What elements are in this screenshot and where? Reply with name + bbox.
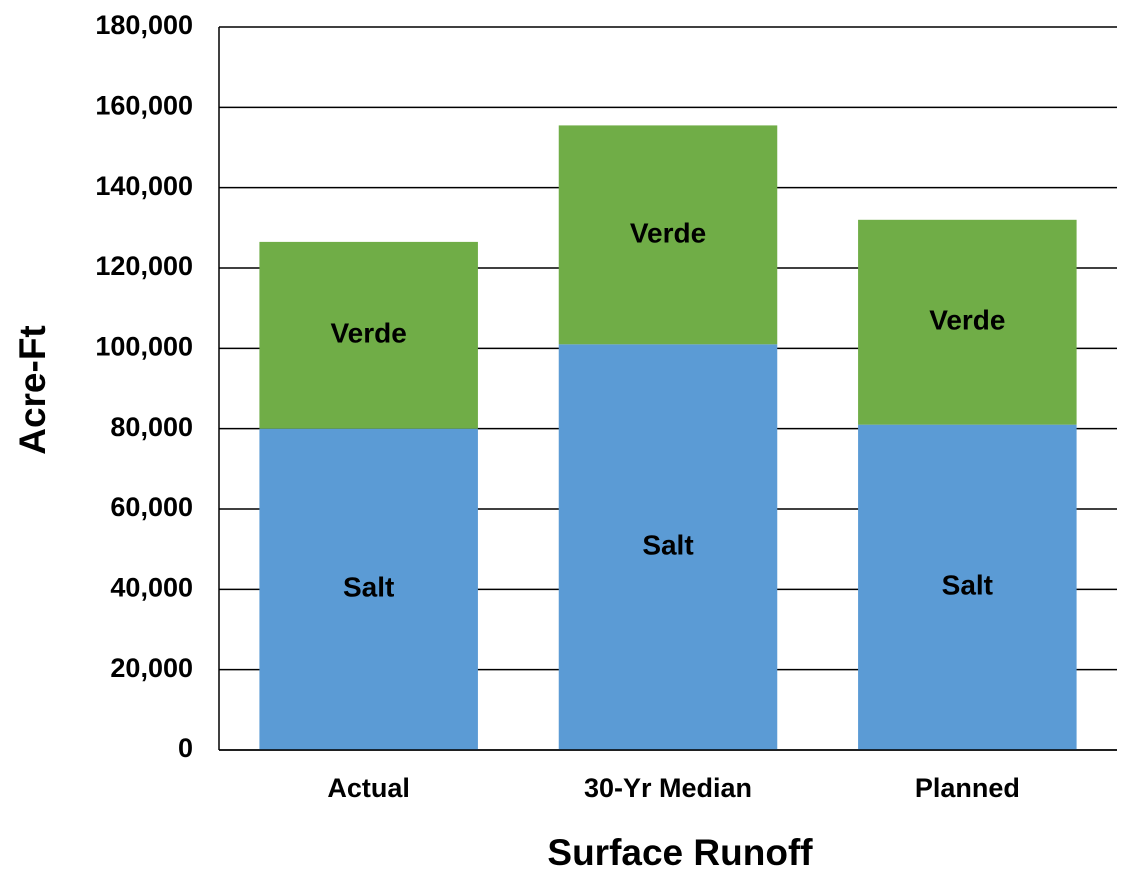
segment-label: Salt [343,572,394,603]
bar-segment [558,125,778,345]
bar-segment [259,241,478,429]
x-tick-label: 30-Yr Median [584,773,752,803]
x-tick-label: Actual [327,773,410,803]
segment-label: Salt [642,530,693,561]
x-tick-label: Planned [915,773,1020,803]
y-tick-label: 40,000 [110,572,193,602]
y-tick-label: 160,000 [95,90,193,120]
y-tick-label: 140,000 [95,171,193,201]
y-tick-label: 180,000 [95,10,193,40]
x-axis-title: Surface Runoff [547,832,813,873]
y-tick-label: 0 [178,733,193,763]
bar-segment [858,424,1077,750]
y-axis-title: Acre-Ft [12,325,53,455]
bar-segment [858,219,1077,425]
bar-segment [259,428,478,750]
segment-label: Salt [942,570,993,601]
y-tick-label: 60,000 [110,492,193,522]
y-tick-label: 80,000 [110,412,193,442]
segment-label: Verde [331,318,407,349]
segment-label: Verde [630,217,706,248]
y-tick-label: 120,000 [95,251,193,281]
segment-label: Verde [929,305,1005,336]
y-tick-label: 100,000 [95,331,193,361]
y-tick-label: 20,000 [110,653,193,683]
bar-segment [558,344,778,750]
